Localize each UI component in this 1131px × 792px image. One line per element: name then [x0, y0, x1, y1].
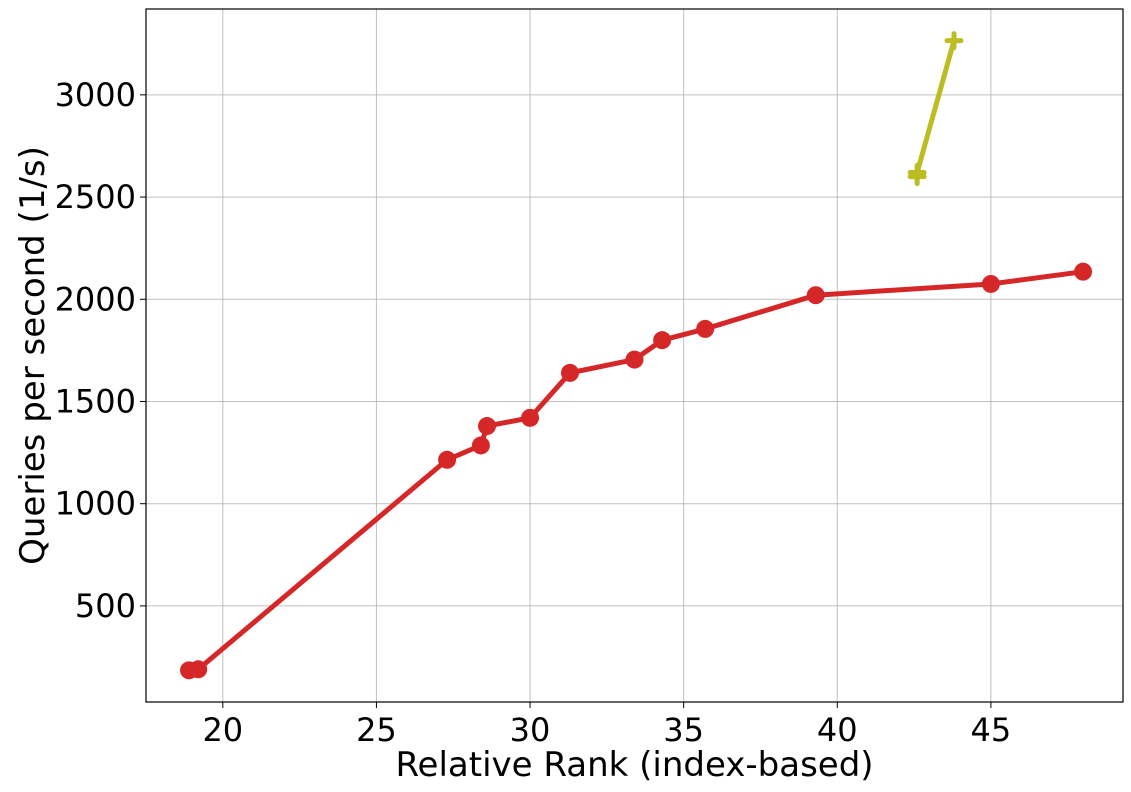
y-axis-title: Queries per second (1/s): [13, 146, 53, 565]
data-point: [696, 319, 715, 338]
data-point: [907, 163, 927, 183]
data-point: [806, 286, 825, 305]
series-line: [186, 269, 1086, 673]
data-point: [471, 436, 490, 455]
data-point: [625, 350, 644, 369]
plot-frame: [145, 8, 1124, 703]
data-point: [560, 363, 579, 382]
y-tick-label: 2500: [55, 178, 136, 216]
series-2: [907, 31, 964, 187]
y-tick-label: 500: [75, 587, 136, 625]
data-point: [521, 408, 540, 427]
x-tick-label: 35: [663, 711, 704, 749]
data-point: [653, 331, 672, 350]
data-point: [438, 450, 457, 469]
x-axis-title: Relative Rank (index-based): [395, 745, 873, 785]
x-tick-label: 30: [510, 711, 551, 749]
y-tick-label: 1000: [55, 485, 136, 523]
x-tick-label: 45: [971, 711, 1012, 749]
y-tick-label: 3000: [55, 76, 136, 114]
data-point: [478, 417, 497, 436]
series-layer: [180, 31, 1093, 680]
series-1: [180, 262, 1093, 680]
y-tick-label: 2000: [55, 280, 136, 318]
y-tick-label: 1500: [55, 382, 136, 420]
x-tick-label: 40: [817, 711, 858, 749]
data-point: [981, 274, 1000, 293]
data-point: [1074, 262, 1093, 281]
y-axis: 500 1000 1500 2000 2500 3000: [55, 76, 146, 625]
data-point: [944, 31, 964, 51]
series-line: [914, 38, 957, 180]
x-axis: 20 25 30 35 40 45: [202, 702, 1011, 749]
data-point: [189, 660, 208, 679]
x-tick-label: 20: [202, 711, 243, 749]
grid: [146, 9, 1123, 702]
x-tick-label: 25: [356, 711, 397, 749]
